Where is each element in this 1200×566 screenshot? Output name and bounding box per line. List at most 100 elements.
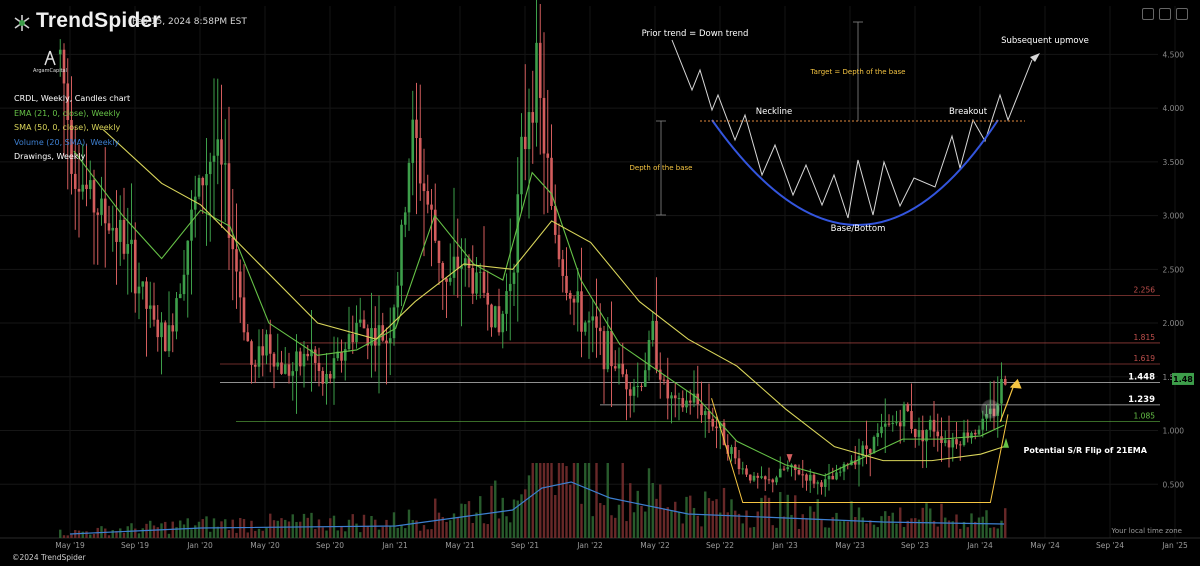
legend-item-ema[interactable]: EMA (21, 0, close), Weekly [14,108,121,118]
volume-bar [820,518,823,538]
volume-bar [692,507,696,538]
candle-body [906,404,910,412]
candle-body [66,83,70,121]
candle-body [805,474,808,481]
volume-bar [531,463,534,538]
cup-upmove-arrowhead [1030,53,1040,62]
candle-body [977,429,981,435]
candle-body [313,349,317,363]
legend-item-sma[interactable]: SMA (50, 0, close), Weekly [14,123,121,132]
candle-body [932,419,936,432]
x-tick-label: Jan '24 [966,541,993,550]
candle-body [520,136,523,195]
candle-body [527,112,531,150]
volume-bar [404,528,407,538]
legend-item-volume[interactable]: Volume (20, SMA), Weekly [14,137,120,147]
candle-body [703,411,707,416]
candle-body [730,447,733,454]
volume-bar [59,529,62,538]
volume-bar [644,511,647,538]
volume-bar [441,517,444,538]
candle-body [175,298,178,332]
volume-bar [572,463,576,538]
volume-bar [467,501,471,538]
volume-bar [831,517,834,538]
volume-bar [752,527,756,538]
x-tick-label: Jan '21 [381,541,408,550]
x-tick-label: Jan '23 [771,541,798,550]
volume-bar [902,527,906,538]
volume-bar [400,525,403,538]
candle-body [422,183,426,192]
volume-bar [280,518,283,538]
candle-body [913,428,917,437]
candle-body [763,476,767,480]
volume-bar [494,480,497,538]
candle-body [370,328,373,346]
candle-body [291,371,295,376]
window-min-icon[interactable] [1142,8,1154,20]
volume-bar [242,519,246,538]
volume-bar [850,501,853,538]
volume-bar [347,519,351,538]
candle-body [283,364,287,374]
candle-body [775,477,778,483]
candle-body [512,272,516,284]
volume-bar [914,518,917,538]
candle-body [790,464,793,468]
candle-body [81,184,85,192]
volume-bar [81,531,84,538]
candle-body [550,157,553,206]
breakout-arrow [999,385,1015,423]
volume-bar [696,515,699,538]
candle-body [415,119,418,139]
candle-body [178,294,182,299]
volume-bar [430,529,433,538]
y-tick-label: 3.000 [1163,212,1185,221]
window-max-icon[interactable] [1159,8,1171,20]
candle-body [276,362,280,367]
volume-bars [59,463,1007,538]
x-tick-label: May '20 [250,541,280,550]
candle-body [336,351,340,359]
candle-body [700,404,703,416]
candle-body [820,482,823,487]
volume-bar [977,517,981,538]
volume-bar [490,485,493,538]
candles [58,0,1007,497]
candle-body [250,341,253,365]
legend-item-drawings[interactable]: Drawings, Weekly [14,152,86,161]
legend-item-candles[interactable]: CRDL, Weekly, Candles chart [14,94,131,103]
volume-bar [835,512,838,538]
grid-lines [0,6,1176,538]
candle-body [448,277,452,282]
candle-body [692,393,696,403]
window-close-icon[interactable] [1176,8,1188,20]
candle-body [917,430,921,437]
volume-bar [662,508,666,538]
candle-body [628,389,632,396]
candle-body [212,155,216,162]
candle-body [253,364,257,367]
target-label: Target = Depth of the base [810,68,906,76]
volume-bar [981,516,984,538]
volume-bar [925,503,928,538]
volume-bar [152,525,156,538]
volume-bar [910,518,913,538]
candle-body [475,272,478,294]
volume-bar [261,530,264,538]
volume-bar [381,526,384,538]
level-label: 1.619 [1134,354,1156,363]
candle-body [621,363,625,375]
candle-body [523,136,527,150]
candle-body [190,209,193,241]
volume-bar [771,525,774,538]
timezone-label[interactable]: Your local time zone [1111,527,1182,535]
volume-bar [317,519,321,538]
volume-bar [325,530,328,538]
candle-body [718,422,722,429]
candle-body [985,413,988,419]
candle-body [748,474,752,481]
candle-body [662,379,666,381]
